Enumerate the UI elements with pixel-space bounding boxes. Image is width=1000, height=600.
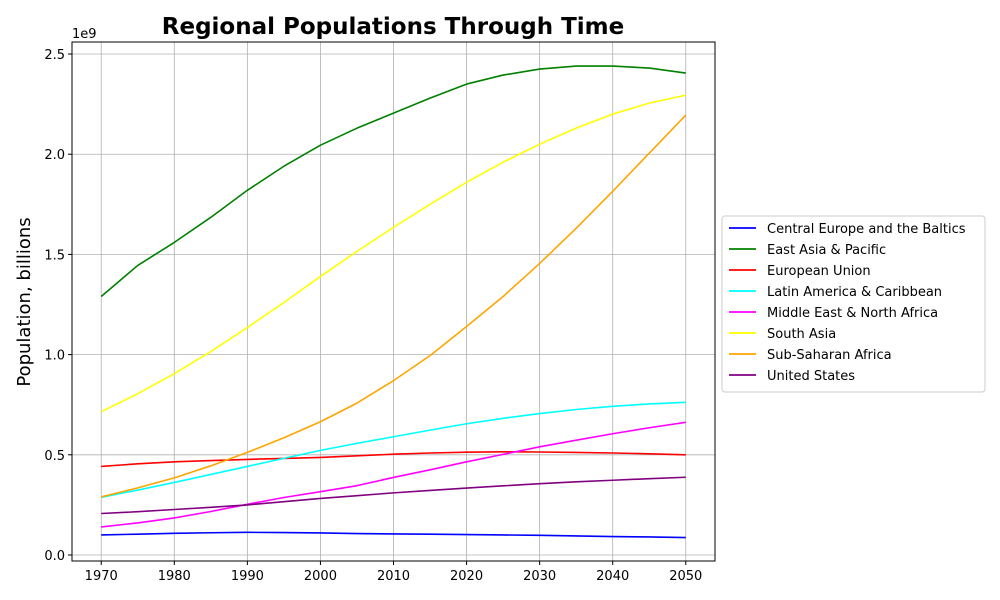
series-line-central-europe-and-the-baltics xyxy=(101,531,686,539)
grid xyxy=(72,42,715,561)
legend-label-european-union: European Union xyxy=(767,264,871,279)
series-line-east-asia-pacific xyxy=(100,65,686,298)
chart-title: Regional Populations Through Time xyxy=(162,14,624,40)
legend-label-middle-east-north-africa: Middle East & North Africa xyxy=(767,306,938,321)
x-tick-label: 2000 xyxy=(304,569,337,584)
y-tick-label: 1.0 xyxy=(44,349,65,364)
x-tick-label: 1990 xyxy=(231,569,264,584)
legend-label-south-asia: South Asia xyxy=(767,327,836,342)
y-tick-label: 2.0 xyxy=(44,148,65,163)
legend-label-central-europe-and-the-baltics: Central Europe and the Baltics xyxy=(767,222,966,237)
series-line-middle-east-north-africa xyxy=(101,421,686,528)
legend-frame xyxy=(721,215,986,393)
y-tick-label: 0.0 xyxy=(44,549,65,564)
x-tick-label: 2050 xyxy=(669,569,702,584)
y-tick-label: 2.5 xyxy=(44,48,65,63)
legend-label-east-asia-pacific: East Asia & Pacific xyxy=(767,243,886,258)
y-tick-label: 1.5 xyxy=(44,248,65,263)
series-line-sub-saharan-africa xyxy=(101,114,687,498)
series-lines xyxy=(100,65,687,539)
y-axis-offset-label: 1e9 xyxy=(72,27,97,42)
series-line-south-asia xyxy=(100,94,686,413)
legend-label-sub-saharan-africa: Sub-Saharan Africa xyxy=(767,348,892,363)
y-axis-label: Population, billions xyxy=(14,217,35,386)
x-tick-label: 2040 xyxy=(596,569,629,584)
x-axis-ticks: 1970 1980 1990 2000 2010 2020 2030 2040 2050 xyxy=(85,561,702,584)
y-tick-label: 0.5 xyxy=(44,449,65,464)
x-tick-label: 2010 xyxy=(377,569,410,584)
x-tick-label: 2020 xyxy=(450,569,483,584)
legend: Central Europe and the Baltics East Asia … xyxy=(721,215,986,393)
y-axis-ticks: 0.0 0.5 1.0 1.5 2.0 2.5 xyxy=(44,48,72,564)
series-line-european-union xyxy=(101,450,686,468)
legend-label-latin-america-caribbean: Latin America & Caribbean xyxy=(767,285,942,300)
x-tick-label: 2030 xyxy=(523,569,556,584)
legend-label-united-states: United States xyxy=(767,369,855,384)
series-line-latin-america-caribbean xyxy=(101,401,686,499)
x-tick-label: 1970 xyxy=(85,569,118,584)
x-tick-label: 1980 xyxy=(158,569,191,584)
series-line-united-states xyxy=(101,476,686,515)
